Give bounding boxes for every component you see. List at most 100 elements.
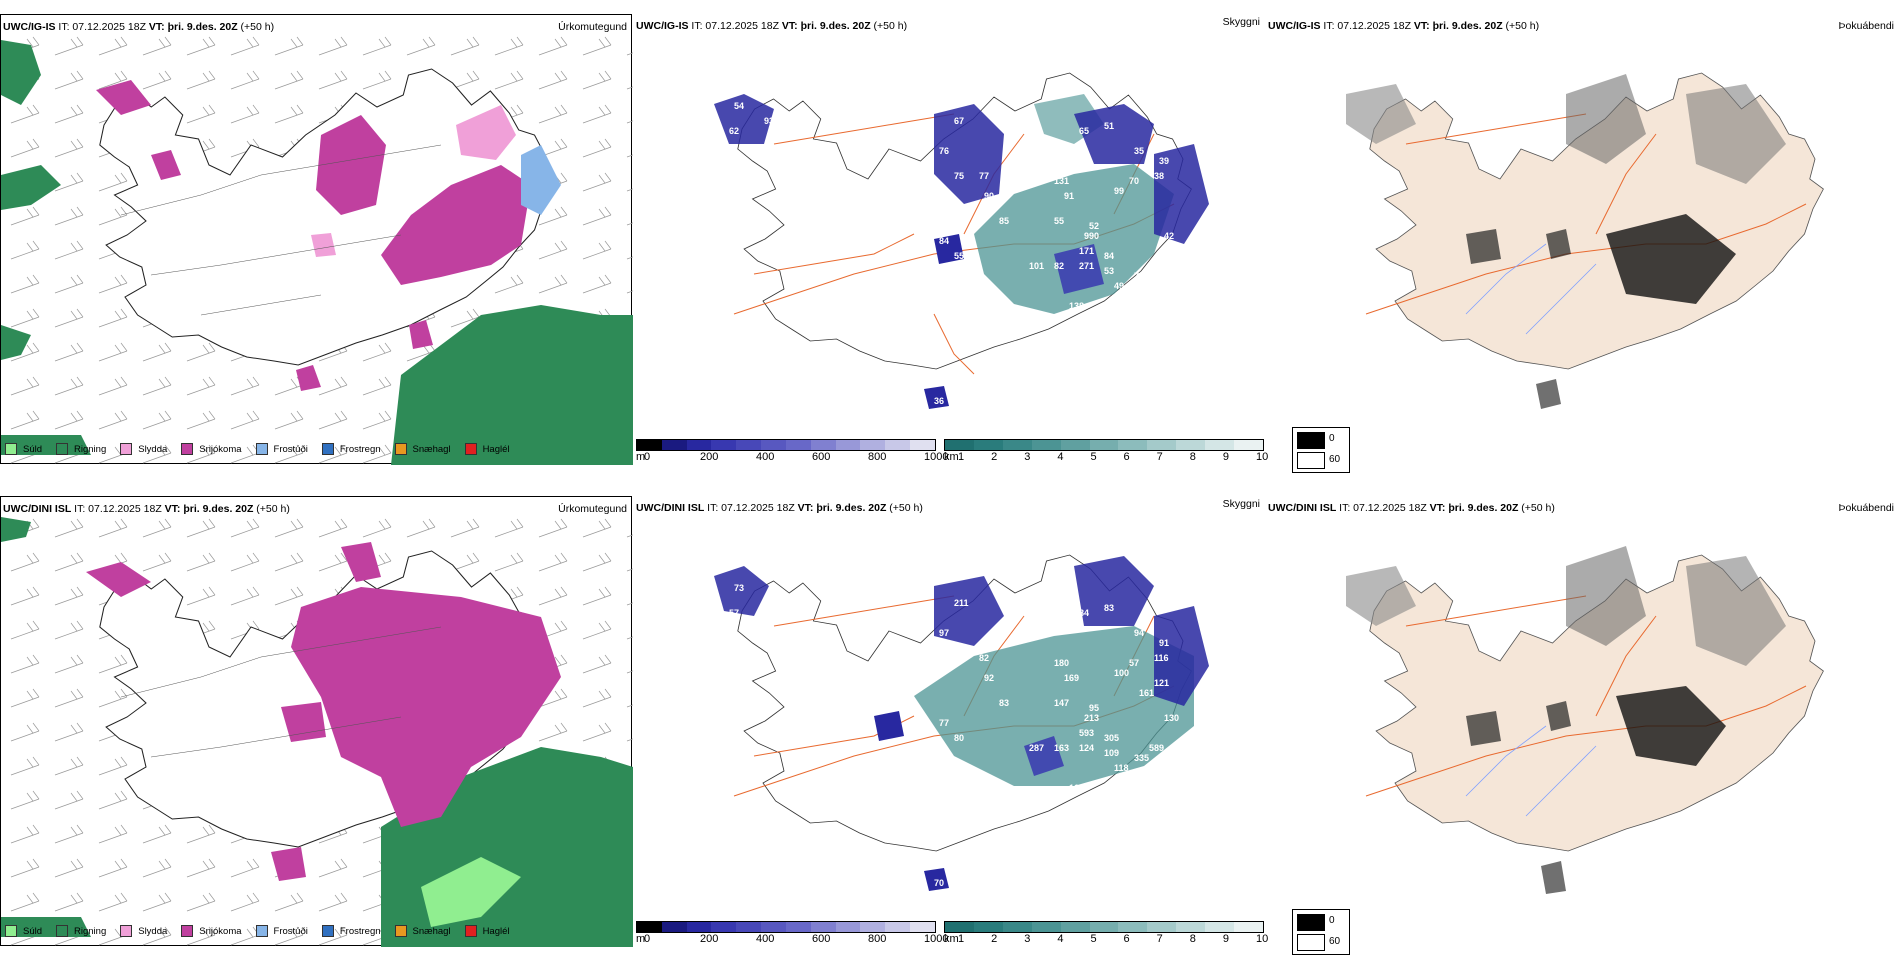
snow-depth-label: 180 — [1054, 658, 1069, 668]
snow-depth-label: 109 — [1104, 748, 1119, 758]
legend-label: Súld — [23, 925, 43, 937]
legend-swatch — [321, 443, 334, 455]
colorbar-tick: 1 — [958, 451, 965, 463]
snow-depth-label: 163 — [1069, 783, 1084, 793]
snow-depth-label: 80 — [954, 733, 964, 743]
colorbar-tick: 9 — [1222, 451, 1229, 463]
legend-swatch — [5, 443, 17, 455]
colorbar-tick: 0 — [644, 933, 651, 945]
colorbar-tick: 3 — [1024, 451, 1031, 463]
snow-depth-label: 138 — [1069, 301, 1084, 311]
snow-depth-label: 211 — [954, 598, 969, 608]
legend-swatch — [120, 925, 133, 937]
snow-depth-label: 55 — [1054, 216, 1064, 226]
visibility-colorbar: km 1 2 3 4 5 6 7 8 9 10 0 60 — [944, 427, 1350, 473]
snow-depth-label: 131 — [1054, 176, 1069, 186]
legend-item-frostregn: Frostregn — [321, 443, 381, 455]
snow-depth-label: 38 — [1154, 171, 1164, 181]
colorbar-tick: 1 — [958, 933, 965, 945]
snow-depth-label: 77 — [979, 171, 989, 181]
legend-label: Frostregn — [339, 443, 381, 455]
fog-indicator-map — [1346, 72, 1824, 409]
legend-item-snæhagl: Snæhagl — [394, 443, 451, 455]
snow-depth-label: 171 — [1079, 246, 1094, 256]
colorbar-tick: 2 — [991, 451, 998, 463]
colorbar-tick: 4 — [1057, 451, 1064, 463]
fog-panel-title: UWC/DINI ISL IT: 07.12.2025 18Z VT: þri.… — [1268, 502, 1555, 514]
snow-depth-label: 109 — [746, 146, 761, 156]
colorbar-tick: 8 — [1189, 451, 1196, 463]
row-igis: UWC/IG-IS IT: 07.12.2025 18Z VT: þri. 9.… — [0, 14, 1900, 473]
snow-depth-label: 305 — [1104, 733, 1119, 743]
legend-item-snjókoma: Snjókoma — [181, 925, 242, 937]
snow-depth-label: 51 — [1104, 121, 1114, 131]
snow-depth-label: 52 — [1104, 306, 1114, 316]
precip-type-panel: UWC/DINI ISL IT: 07.12.2025 18Z VT: þri.… — [0, 496, 633, 947]
snow-depth-label: 83 — [999, 698, 1009, 708]
precip-type-map — [1, 517, 633, 947]
legend-swatch — [120, 443, 133, 455]
colorbar-tick: 1000 — [924, 933, 949, 945]
snow-depth-label: 169 — [1064, 673, 1079, 683]
snow-depth-label: 120 — [764, 598, 779, 608]
precip-panel-title: UWC/DINI ISL IT: 07.12.2025 18Z VT: þri.… — [3, 503, 290, 515]
snow-depth-label: 118 — [1114, 763, 1129, 773]
visibility-label: Skyggni — [1222, 16, 1260, 28]
snow-depth-label: 83 — [1104, 603, 1114, 613]
snow-depth-label: 76 — [939, 146, 949, 156]
snow-depth-label: 59 — [746, 628, 756, 638]
snow-depth-label: 77 — [939, 718, 949, 728]
snow-colorbar: m 0 200 400 600 800 1000 — [636, 439, 948, 465]
snow-depth-label: 121 — [1154, 678, 1169, 688]
snow-depth-label: 147 — [1054, 698, 1069, 708]
colorbar-tick: 6 — [1123, 933, 1130, 945]
snow-depth-label: 62 — [729, 126, 739, 136]
snow-depth-label: 49 — [1114, 281, 1124, 291]
snow-depth-label: 75 — [954, 653, 964, 663]
legend-item-snjókoma: Snjókoma — [181, 443, 242, 455]
legend-item-rigning: Rigning — [56, 925, 106, 937]
snow-depth-label: 124 — [1079, 743, 1094, 753]
snow-depth-label: 397 — [1074, 808, 1089, 818]
colorbar-tick: 400 — [756, 451, 775, 463]
legend-label: Frostregn — [339, 925, 381, 937]
snow-depth-label: 163 — [1054, 743, 1069, 753]
legend-item-rigning: Rigning — [56, 443, 106, 455]
snow-depth-label: 73 — [734, 583, 744, 593]
colorbar-tick: 3 — [1024, 933, 1031, 945]
snow-depth-label: 589 — [1149, 743, 1164, 753]
fog-indicator-panel: UWC/IG-IS IT: 07.12.2025 18Z VT: þri. 9.… — [1266, 14, 1900, 469]
colorbar-tick: 9 — [1222, 933, 1229, 945]
snow-depth-label: 57 — [729, 608, 739, 618]
legend-swatch — [181, 443, 194, 455]
snow-depth-label: 35 — [1134, 146, 1144, 156]
snow-depth-label: 90 — [984, 191, 994, 201]
snow-panel-title: UWC/IG-IS IT: 07.12.2025 18Z VT: þri. 9.… — [636, 20, 908, 32]
snow-depth-label: 82 — [979, 653, 989, 663]
legend-label: Slydda — [138, 443, 168, 455]
legend-swatch — [464, 925, 477, 937]
legend-swatch — [56, 443, 69, 455]
legend-swatch — [255, 443, 268, 455]
legend-label: Snjókoma — [199, 925, 242, 937]
snow-depth-label: 287 — [1029, 743, 1044, 753]
legend-item-haglél: Haglél — [464, 925, 510, 937]
legend-label: Rigning — [74, 443, 107, 455]
legend-label: Rigning — [74, 925, 107, 937]
visibility-label: Skyggni — [1222, 498, 1260, 510]
legend-swatch — [394, 925, 407, 937]
colorbar-tick: 8 — [1189, 933, 1196, 945]
fog-indicator-map — [1346, 546, 1824, 894]
precip-panel-title: UWC/IG-IS IT: 07.12.2025 18Z VT: þri. 9.… — [3, 21, 275, 33]
snow-depth-label: 36 — [934, 396, 944, 406]
colorbar-tick: 10 — [1256, 451, 1269, 463]
snow-depth-label: 54 — [734, 101, 744, 111]
snow-depth-label: 63 — [1074, 326, 1084, 336]
snow-depth-label: 990 — [1084, 231, 1099, 241]
precip-type-map — [1, 36, 633, 465]
legend-swatch — [394, 443, 407, 455]
snow-depth-label: 84 — [1104, 251, 1114, 261]
legend-label: Frostúði — [273, 925, 308, 937]
precip-legend: Súld Rigning Slydda Snjókoma Frostúði Frostre… — [5, 443, 524, 455]
colorbar-tick: 5 — [1090, 933, 1097, 945]
